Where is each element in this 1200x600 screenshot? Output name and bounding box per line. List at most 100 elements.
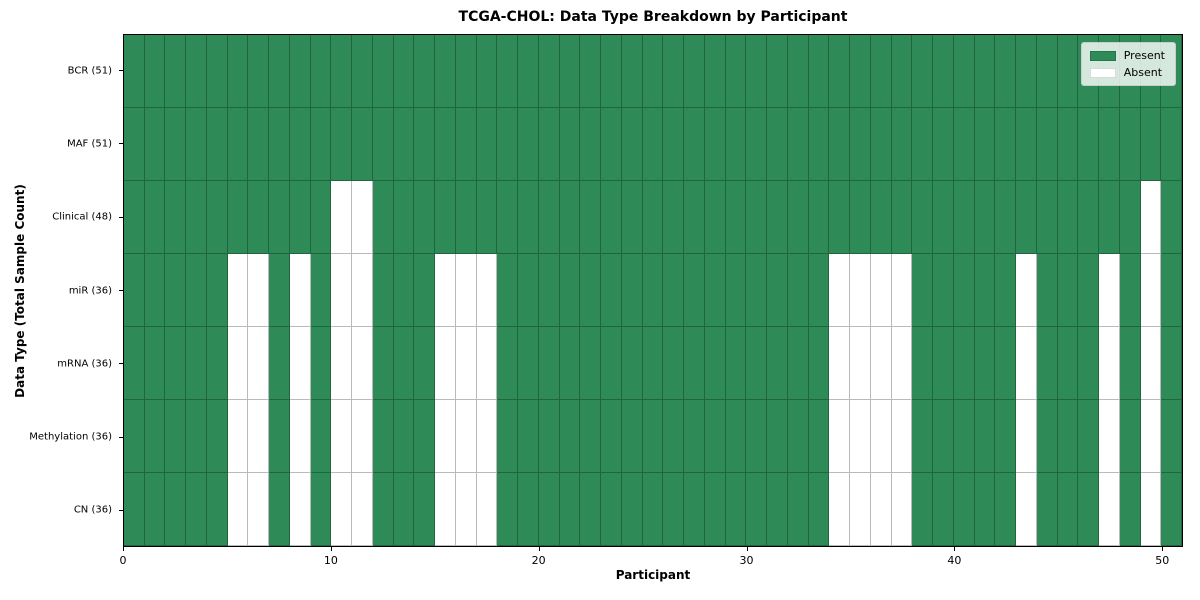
- heatmap-cell: [331, 327, 353, 400]
- heatmap-cell: [601, 108, 622, 181]
- heatmap-cell: [891, 254, 913, 327]
- y-tick-label: miR (36): [68, 285, 112, 296]
- heatmap-cell: [186, 181, 207, 254]
- heatmap-cell: [414, 473, 436, 546]
- legend: Present Absent: [1080, 42, 1176, 86]
- heatmap-cell: [310, 473, 332, 546]
- heatmap-cell: [704, 108, 726, 181]
- heatmap-cell: [1119, 400, 1141, 473]
- heatmap-cell: [331, 35, 353, 108]
- y-tick-label: Methylation (36): [29, 431, 112, 443]
- heatmap-cell: [642, 181, 664, 254]
- heatmap-cell: [870, 473, 892, 546]
- heatmap-cell: [933, 400, 954, 473]
- heatmap-cell: [393, 254, 415, 327]
- heatmap-cell: [725, 327, 747, 400]
- heatmap-cell: [518, 473, 539, 546]
- heatmap-cell: [476, 254, 498, 327]
- heatmap-cell: [476, 181, 498, 254]
- heatmap-cell: [227, 400, 249, 473]
- heatmap-cell: [165, 400, 187, 473]
- heatmap-cell: [704, 327, 726, 400]
- heatmap-cell: [186, 35, 207, 108]
- heatmap-cell: [953, 181, 975, 254]
- heatmap-cell: [269, 35, 290, 108]
- heatmap-cell: [642, 327, 664, 400]
- heatmap-cell: [165, 254, 187, 327]
- heatmap-cell: [746, 400, 768, 473]
- heatmap-cell: [497, 35, 519, 108]
- heatmap-cell: [974, 400, 996, 473]
- heatmap-cell: [891, 473, 913, 546]
- heatmap-cell: [642, 108, 664, 181]
- heatmap-cell: [518, 254, 539, 327]
- heatmap-cell: [455, 254, 477, 327]
- heatmap-cell: [746, 108, 768, 181]
- heatmap-cell: [435, 108, 456, 181]
- legend-label: Absent: [1123, 66, 1163, 79]
- heatmap-cell: [808, 108, 830, 181]
- heatmap-cell: [289, 35, 311, 108]
- heatmap-cell: [414, 254, 436, 327]
- heatmap-cell: [435, 254, 456, 327]
- heatmap-cell: [725, 400, 747, 473]
- heatmap-cell: [933, 327, 954, 400]
- heatmap-cell: [1161, 181, 1182, 254]
- heatmap-cell: [995, 35, 1017, 108]
- heatmap-cell: [1140, 400, 1162, 473]
- heatmap-cell: [601, 473, 622, 546]
- heatmap-cell: [787, 473, 809, 546]
- heatmap-cell: [352, 35, 373, 108]
- heatmap-cell: [580, 181, 602, 254]
- heatmap-cell: [1036, 181, 1058, 254]
- heatmap-cell: [933, 35, 954, 108]
- heatmap-cell: [912, 473, 934, 546]
- heatmap-cell: [704, 35, 726, 108]
- heatmap-cell: [352, 473, 373, 546]
- heatmap-cell: [206, 327, 228, 400]
- heatmap-cell: [829, 254, 851, 327]
- heatmap-cell: [248, 35, 270, 108]
- heatmap-cell: [435, 181, 456, 254]
- heatmap-cell: [870, 108, 892, 181]
- heatmap-cell: [476, 473, 498, 546]
- heatmap-cell: [953, 108, 975, 181]
- heatmap-cell: [1099, 181, 1120, 254]
- heatmap-cell: [808, 400, 830, 473]
- x-tick-label: 50: [1155, 554, 1170, 567]
- heatmap-cell: [1099, 400, 1120, 473]
- heatmap-cell: [787, 35, 809, 108]
- heatmap-cell: [124, 400, 145, 473]
- heatmap-cell: [559, 473, 581, 546]
- heatmap-cell: [995, 181, 1017, 254]
- y-tick-label: Clinical (48): [52, 211, 112, 223]
- heatmap-cell: [1119, 327, 1141, 400]
- heatmap-cell: [850, 400, 871, 473]
- heatmap-cell: [518, 35, 539, 108]
- heatmap-cell: [995, 473, 1017, 546]
- heatmap-cell: [995, 400, 1017, 473]
- heatmap-cell: [455, 327, 477, 400]
- heatmap-cell: [870, 35, 892, 108]
- heatmap-cell: [124, 35, 145, 108]
- heatmap-cell: [725, 108, 747, 181]
- heatmap-cell: [808, 473, 830, 546]
- heatmap-cell: [124, 327, 145, 400]
- heatmap-cell: [227, 327, 249, 400]
- heatmap-cell: [518, 400, 539, 473]
- heatmap-cell: [497, 254, 519, 327]
- heatmap-cell: [186, 400, 207, 473]
- heatmap-cell: [684, 108, 705, 181]
- heatmap-cell: [725, 473, 747, 546]
- heatmap-cell: [1119, 473, 1141, 546]
- heatmap-cell: [953, 35, 975, 108]
- heatmap-cell: [144, 327, 166, 400]
- heatmap-cell: [559, 35, 581, 108]
- heatmap-cell: [227, 181, 249, 254]
- heatmap-cell: [953, 473, 975, 546]
- heatmap-cell: [767, 35, 788, 108]
- heatmap-cell: [289, 327, 311, 400]
- heatmap-cell: [642, 254, 664, 327]
- heatmap-cell: [206, 473, 228, 546]
- heatmap-cell: [601, 254, 622, 327]
